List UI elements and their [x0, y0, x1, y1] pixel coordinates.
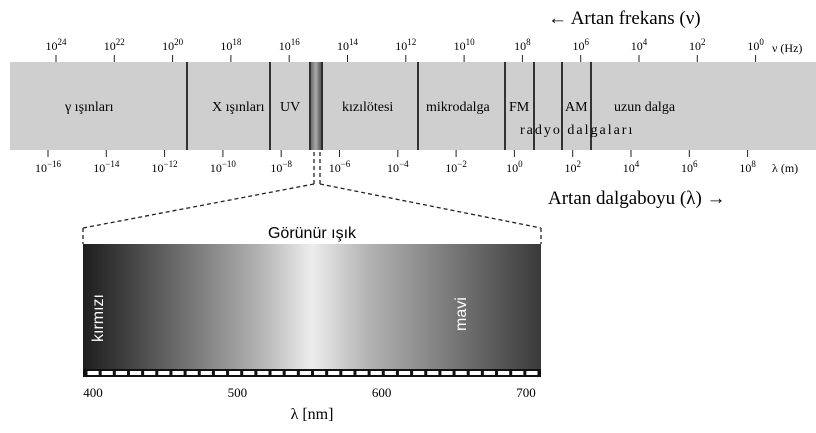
- frequency-tick-11: 102: [689, 37, 706, 53]
- frequency-tick-1: 1022: [104, 37, 125, 53]
- ruler-segment-14: [285, 371, 297, 375]
- wavelength-tick-4: 10−8: [270, 159, 292, 175]
- zoom-connectors: [82, 152, 542, 244]
- frequency-direction-label: ← Artan frekans (ν): [548, 8, 701, 29]
- wavelength-tick-5: 10−6: [329, 159, 351, 175]
- band-label-infrared: kızılötesi: [342, 100, 393, 115]
- wavelength-ruler: [83, 369, 541, 377]
- wavelength-tick-11: 106: [681, 159, 698, 175]
- wavelength-tick-2: 10−12: [152, 159, 178, 175]
- frequency-tick-3: 1018: [220, 37, 242, 53]
- wavelength-tick-0: 10−16: [35, 159, 62, 175]
- frequency-tick-5: 1014: [337, 37, 359, 53]
- ruler-segment-16: [314, 371, 326, 375]
- wavelength-tick-1: 10−14: [93, 159, 120, 175]
- ruler-segment-25: [441, 371, 453, 375]
- ruler-segment-9: [214, 371, 227, 375]
- red-end-label: kırmızı: [90, 294, 107, 342]
- frequency-tick-7: 1010: [454, 37, 476, 53]
- frequency-tick-10: 104: [631, 37, 648, 53]
- wavelength-tick-9: 102: [564, 159, 581, 175]
- visible-light-title: Görünür ışık: [268, 225, 357, 242]
- ruler-segment-3: [129, 371, 142, 375]
- wavelength-tick-3: 10−10: [210, 159, 237, 175]
- band-label-longwave: uzun dalga: [614, 100, 676, 115]
- nm-tick-500: 500: [228, 385, 248, 400]
- wavelength-tick-12: 108: [739, 159, 756, 175]
- visible-spectrum-gradient: [83, 244, 541, 369]
- ruler-segment-11: [243, 371, 255, 375]
- wavelength-tick-8: 100: [506, 159, 523, 175]
- frequency-tick-2: 1020: [162, 37, 184, 53]
- ruler-segment-24: [427, 371, 439, 375]
- ruler-segment-22: [398, 371, 411, 375]
- band-dividers: [186, 62, 592, 150]
- band-label-fm: FM: [509, 100, 530, 115]
- band-label-radio: radyo dalgaları: [520, 123, 634, 138]
- ruler-segment-6: [172, 371, 184, 375]
- ruler-segment-15: [299, 371, 311, 375]
- wavelength-direction-label: Artan dalgaboyu (λ) →: [548, 188, 726, 209]
- frequency-tick-labels: 1024 1022 1020 1018 1016 1014 1012 1010 108 106 10…: [46, 37, 764, 62]
- band-label-microwave: mikrodalga: [426, 100, 491, 115]
- ruler-segment-10: [229, 371, 241, 375]
- ruler-segment-13: [271, 371, 283, 375]
- ruler-segment-18: [342, 371, 354, 375]
- frequency-tick-6: 1012: [395, 37, 416, 53]
- wavelength-tick-6: 10−4: [387, 159, 409, 175]
- ruler-segment-20: [370, 371, 382, 375]
- ruler-segment-21: [384, 371, 396, 375]
- ruler-segment-30: [512, 371, 524, 375]
- ruler-segment-28: [483, 371, 496, 375]
- frequency-unit-label: ν (Hz): [772, 41, 802, 55]
- nm-tick-400: 400: [83, 385, 103, 400]
- ruler-segment-0: [87, 371, 99, 375]
- wavelength-tick-7: 10−2: [445, 159, 467, 175]
- blue-end-label: mavi: [453, 297, 470, 331]
- band-label-uv: UV: [280, 100, 300, 115]
- ruler-segment-31: [526, 371, 538, 375]
- frequency-tick-9: 106: [572, 37, 589, 53]
- ruler-segment-1: [101, 371, 113, 375]
- ruler-segment-8: [200, 371, 212, 375]
- wavelength-unit-label: λ (m): [772, 161, 798, 175]
- ruler-segment-4: [144, 371, 156, 375]
- ruler-segment-12: [257, 371, 269, 375]
- ruler-segment-7: [186, 371, 198, 375]
- wavelength-tick-10: 104: [623, 159, 640, 175]
- ruler-segment-23: [413, 371, 425, 375]
- ruler-segment-2: [115, 371, 127, 375]
- nm-axis-label: λ [nm]: [291, 406, 334, 423]
- visible-band-marker: [309, 62, 323, 150]
- band-label-gamma: γ ışınları: [64, 100, 114, 115]
- band-label-am: AM: [565, 100, 588, 115]
- nm-tick-600: 600: [372, 385, 392, 400]
- spectrum-bar: [10, 62, 816, 150]
- nm-tick-700: 700: [516, 385, 536, 400]
- nm-tick-labels: 400 500 600 700: [83, 385, 536, 400]
- ruler-segment-27: [469, 371, 481, 375]
- ruler-segment-19: [356, 371, 368, 375]
- band-label-xray: X ışınları: [212, 100, 265, 115]
- frequency-tick-0: 1024: [46, 37, 68, 53]
- ruler-segment-5: [158, 371, 170, 375]
- frequency-tick-8: 108: [514, 37, 531, 53]
- ruler-segment-29: [498, 371, 510, 375]
- ruler-segment-17: [328, 371, 340, 375]
- wavelength-tick-labels: 10−16 10−14 10−12 10−10 10−8 10−6 10−4 10−2 100 1…: [35, 150, 756, 175]
- frequency-tick-12: 100: [747, 37, 764, 53]
- ruler-segment-26: [455, 371, 467, 375]
- frequency-tick-4: 1016: [279, 37, 301, 53]
